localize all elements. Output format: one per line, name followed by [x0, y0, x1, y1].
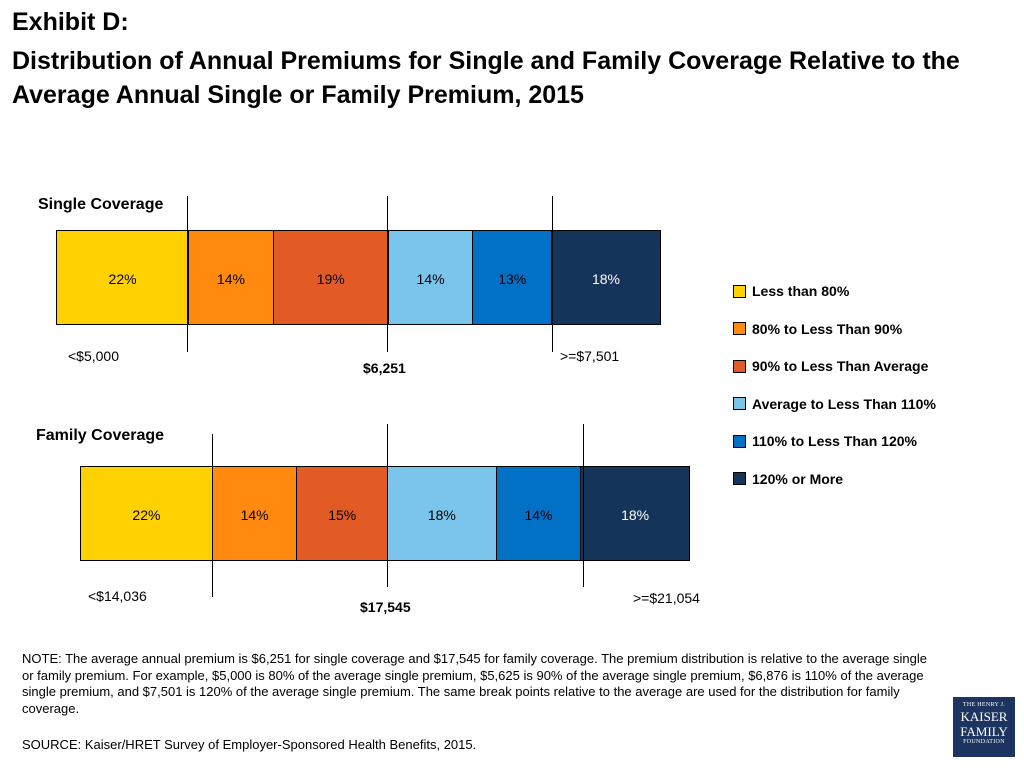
family-high-divider: [583, 424, 584, 587]
legend-label: Less than 80%: [752, 283, 850, 299]
bar-segment-3: 15%: [297, 466, 388, 561]
bar-segment-6: 18%: [581, 466, 690, 561]
family-low-divider: [212, 434, 213, 597]
bar-segment-4: 14%: [388, 230, 474, 325]
single-high-divider: [552, 196, 553, 352]
segment-value-label: 18%: [427, 507, 456, 523]
legend-swatch: [733, 359, 746, 373]
bar-segment-4: 18%: [388, 466, 497, 561]
legend-item: Less than 80%: [733, 283, 849, 299]
single-low-label: <$5,000: [68, 348, 119, 364]
bar-segment-5: 13%: [473, 230, 553, 325]
single-high-label: >=$7,501: [560, 348, 620, 364]
legend-swatch: [733, 284, 746, 298]
bar-segment-3: 19%: [273, 230, 389, 325]
legend-swatch: [733, 322, 746, 335]
segment-value-label: 14%: [240, 507, 269, 523]
family-coverage-bar: 22% 14% 15% 18% 14% 18%: [80, 466, 690, 561]
legend-item: 80% to Less Than 90%: [733, 321, 902, 337]
exhibit-label: Exhibit D:: [12, 8, 129, 36]
legend-swatch: [733, 434, 746, 448]
single-average-divider: [387, 196, 388, 352]
legend-item: 120% or More: [733, 471, 843, 487]
family-average-label: $17,545: [360, 599, 411, 615]
bar-segment-2: 14%: [189, 230, 274, 325]
single-coverage-label: Single Coverage: [38, 196, 164, 213]
legend-label: 110% to Less Than 120%: [752, 433, 917, 449]
legend-swatch: [733, 397, 746, 410]
source-text: SOURCE: Kaiser/HRET Survey of Employer-S…: [22, 737, 477, 752]
single-coverage-bar: 22% 14% 19% 14% 13% 18%: [56, 230, 661, 325]
bar-segment-1: 22%: [56, 230, 190, 325]
bar-segment-1: 22%: [80, 466, 213, 561]
family-high-label: >=$21,054: [633, 590, 700, 606]
segment-value-label: 14%: [216, 271, 245, 287]
segment-value-label: 19%: [316, 271, 345, 287]
legend-item: Average to Less Than 110%: [733, 396, 936, 412]
bar-segment-5: 14%: [496, 466, 582, 561]
legend-item: 110% to Less Than 120%: [733, 433, 917, 449]
note-text: NOTE: The average annual premium is $6,2…: [22, 651, 927, 716]
segment-value-label: 22%: [108, 271, 137, 287]
single-low-divider: [187, 196, 188, 352]
family-low-label: <$14,036: [88, 588, 147, 604]
legend-label: Average to Less Than 110%: [752, 395, 936, 412]
single-average-label: $6,251: [363, 360, 406, 376]
kaiser-family-foundation-logo: THE HENRY J. KAISER FAMILY FOUNDATION: [953, 697, 1015, 757]
legend-item: 90% to Less Than Average: [733, 358, 928, 374]
legend-label: 80% to Less Than 90%: [752, 320, 903, 337]
segment-value-label: 22%: [132, 507, 161, 523]
segment-value-label: 14%: [416, 271, 445, 287]
bar-segment-2: 14%: [212, 466, 298, 561]
family-average-divider: [387, 424, 388, 587]
legend-label: 120% or More: [752, 470, 844, 487]
legend-swatch: [733, 472, 746, 485]
segment-value-label: 13%: [498, 271, 527, 287]
segment-value-label: 15%: [328, 507, 357, 523]
legend-label: 90% to Less Than Average: [752, 358, 929, 374]
segment-value-label: 18%: [591, 271, 620, 287]
page-title: Distribution of Annual Premiums for Sing…: [12, 47, 960, 109]
family-coverage-label: Family Coverage: [36, 427, 165, 444]
bar-segment-6: 18%: [552, 230, 661, 325]
segment-value-label: 14%: [524, 507, 553, 523]
segment-value-label: 18%: [621, 507, 650, 523]
